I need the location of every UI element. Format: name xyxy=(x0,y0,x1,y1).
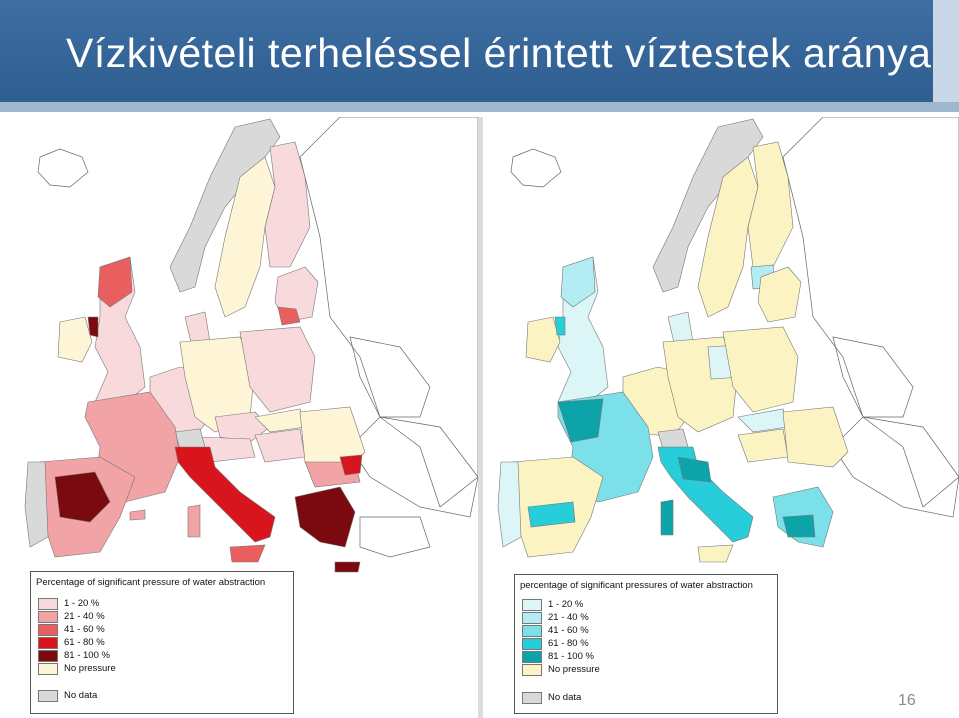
right-legend-label: 21 - 40 % xyxy=(548,612,589,623)
right-legend-label: 41 - 60 % xyxy=(548,625,589,636)
sweden-right xyxy=(697,156,759,318)
finland-right xyxy=(747,141,794,268)
sicily-right xyxy=(697,544,734,563)
left-legend-label: 1 - 20 % xyxy=(64,598,100,609)
ireland xyxy=(57,316,93,363)
spain-south-right xyxy=(527,501,576,528)
right-legend-swatch xyxy=(522,638,542,650)
right-legend-label: 61 - 80 % xyxy=(548,638,589,649)
left-legend-swatch xyxy=(38,663,58,675)
slovakia-right xyxy=(737,408,789,433)
left-legend-swatch xyxy=(38,624,58,636)
right-legend-swatch xyxy=(522,625,542,637)
crete xyxy=(334,561,361,573)
ireland-right xyxy=(525,316,561,363)
title-bar-underline xyxy=(0,102,959,112)
right-legend-swatch xyxy=(522,599,542,611)
panel-divider xyxy=(478,117,483,718)
greece xyxy=(294,486,356,548)
norway xyxy=(169,118,281,293)
left-legend-label: 81 - 100 % xyxy=(64,650,110,661)
france-west-right xyxy=(557,398,604,443)
left-legend-label: 21 - 40 % xyxy=(64,611,105,622)
northern-ireland-right xyxy=(554,316,566,336)
black-sea-coast xyxy=(359,516,431,558)
title-bar xyxy=(0,0,959,112)
left-legend-label: 61 - 80 % xyxy=(64,637,105,648)
hungary xyxy=(254,428,306,463)
page-number: 16 xyxy=(898,692,916,709)
belarus-outline-right xyxy=(832,336,914,418)
sweden xyxy=(214,156,276,318)
right-legend-label: No data xyxy=(548,692,582,703)
ukraine-outline xyxy=(349,416,478,518)
poland-right xyxy=(722,326,799,413)
iceland xyxy=(37,148,89,188)
ukraine-outline-right xyxy=(832,416,959,518)
russia-outline xyxy=(299,117,478,508)
norway-right xyxy=(652,118,764,293)
right-legend-title: percentage of significant pressures of w… xyxy=(520,580,753,591)
left-legend-swatch xyxy=(38,611,58,623)
sardinia xyxy=(187,504,201,538)
right-legend-swatch xyxy=(522,612,542,624)
left-legend-title: Percentage of significant pressure of wa… xyxy=(36,577,266,588)
left-legend-swatch xyxy=(38,650,58,662)
scotland xyxy=(97,256,133,308)
left-legend-swatch xyxy=(38,637,58,649)
finland xyxy=(264,141,311,268)
balearic-islands xyxy=(129,509,146,521)
hungary-right xyxy=(737,428,789,463)
right-legend-label: 81 - 100 % xyxy=(548,651,594,662)
right-legend-swatch xyxy=(522,651,542,663)
sicily xyxy=(229,544,266,563)
left-legend-swatch xyxy=(38,598,58,610)
portugal xyxy=(24,461,49,548)
left-legend-swatch xyxy=(38,690,58,702)
latvia-region xyxy=(277,306,301,326)
belarus-outline xyxy=(349,336,431,418)
portugal-right xyxy=(497,461,522,548)
right-map-svg xyxy=(497,117,959,563)
left-map-svg xyxy=(24,117,478,573)
italy-north-right xyxy=(677,456,712,483)
right-legend-label: 1 - 20 % xyxy=(548,599,584,610)
right-legend-label: No pressure xyxy=(548,664,600,675)
poland xyxy=(239,326,316,413)
right-map-legend: percentage of significant pressures of w… xyxy=(514,574,778,714)
bulgaria-east xyxy=(339,454,363,476)
iceland-right xyxy=(510,148,562,188)
greece-south-right xyxy=(782,514,816,538)
left-map-legend: Percentage of significant pressure of wa… xyxy=(30,571,294,714)
left-europe-map xyxy=(0,117,478,718)
russia-outline-right xyxy=(782,117,959,508)
left-legend-label: No pressure xyxy=(64,663,116,674)
switzerland-right xyxy=(657,428,689,450)
right-legend-swatch xyxy=(522,664,542,676)
title-bar-shade xyxy=(933,0,959,112)
switzerland xyxy=(174,428,206,450)
scotland-right xyxy=(560,256,596,308)
baltics-right xyxy=(757,266,802,323)
sardinia-right xyxy=(660,499,674,536)
spain-central xyxy=(54,471,111,523)
romania-right xyxy=(782,406,849,468)
right-legend-swatch xyxy=(522,692,542,704)
left-legend-label: 41 - 60 % xyxy=(64,624,105,635)
left-legend-label: No data xyxy=(64,690,98,701)
italy xyxy=(174,446,276,543)
slide-title: Vízkivételi terheléssel érintett víztest… xyxy=(66,30,932,76)
northern-ireland xyxy=(87,316,99,338)
